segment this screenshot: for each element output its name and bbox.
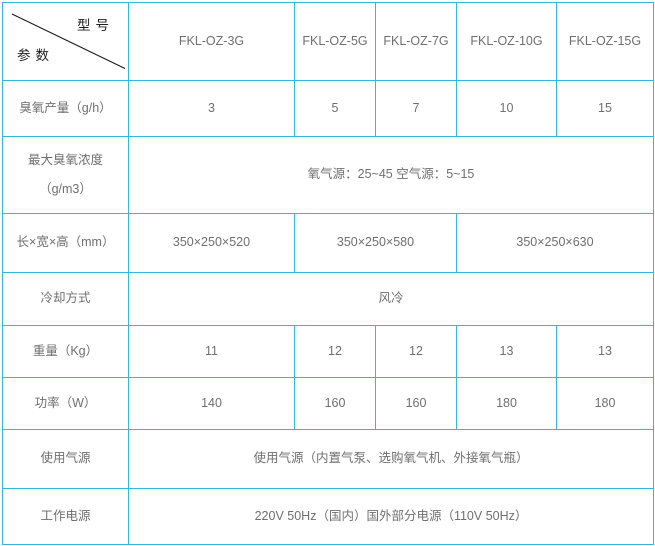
- table-row: 冷却方式 风冷: [2, 272, 654, 326]
- cell-power-supply-all: 220V 50Hz（国内）国外部分电源（110V 50Hz）: [128, 488, 654, 545]
- table-header-row: 型号 参数 FKL-OZ-3G FKL-OZ-5G FKL-OZ-7G FKL-…: [2, 2, 654, 81]
- cell-power-10g: 180: [456, 377, 557, 430]
- model-header-fkl-oz-7g: FKL-OZ-7G: [375, 2, 457, 81]
- table-row: 重量（Kg） 11 12 12 13 13: [2, 325, 654, 378]
- corner-parameter-label: 参数: [17, 48, 54, 64]
- model-header-fkl-oz-15g: FKL-OZ-15G: [556, 2, 654, 81]
- table-row: 使用气源 使用气源（内置气泵、选购氧气机、外接氧气瓶）: [2, 429, 654, 489]
- model-header-fkl-oz-5g: FKL-OZ-5G: [294, 2, 376, 81]
- cell-cooling-method-all: 风冷: [128, 272, 654, 326]
- corner-header-cell: 型号 参数: [2, 2, 129, 81]
- table-row: 长×宽×高（mm） 350×250×520 350×250×580 350×25…: [2, 213, 654, 273]
- cell-dimensions-10g-15g: 350×250×630: [456, 213, 654, 273]
- row-label-ozone-output: 臭氧产量（g/h）: [2, 80, 129, 137]
- row-label-power-supply: 工作电源: [2, 488, 129, 545]
- row-label-max-concentration: 最大臭氧浓度 （g/m3）: [2, 136, 129, 214]
- model-header-fkl-oz-10g: FKL-OZ-10G: [456, 2, 557, 81]
- cell-max-concentration-all: 氧气源：25~45 空气源：5~15: [128, 136, 654, 214]
- cell-weight-3g: 11: [128, 325, 295, 378]
- row-label-weight: 重量（Kg）: [2, 325, 129, 378]
- row-label-gas-source: 使用气源: [2, 429, 129, 489]
- corner-model-label: 型号: [77, 18, 114, 33]
- cell-weight-15g: 13: [556, 325, 654, 378]
- cell-dimensions-3g: 350×250×520: [128, 213, 295, 273]
- cell-gas-source-all: 使用气源（内置气泵、选购氧气机、外接氧气瓶）: [128, 429, 654, 489]
- cell-ozone-output-5g: 5: [294, 80, 376, 137]
- row-label-line1: 最大臭氧浓度: [27, 153, 103, 168]
- table-row: 功率（W） 140 160 160 180 180: [2, 377, 654, 430]
- row-label-dimensions: 长×宽×高（mm）: [2, 213, 129, 273]
- table-row: 臭氧产量（g/h） 3 5 7 10 15: [2, 80, 654, 137]
- cell-power-15g: 180: [556, 377, 654, 430]
- table-row: 最大臭氧浓度 （g/m3） 氧气源：25~45 空气源：5~15: [2, 136, 654, 214]
- cell-ozone-output-15g: 15: [556, 80, 654, 137]
- cell-ozone-output-7g: 7: [375, 80, 457, 137]
- diagonal-divider-icon: [11, 13, 125, 70]
- row-label-power: 功率（W）: [2, 377, 129, 430]
- corner-inner: 型号 参数: [6, 7, 125, 76]
- cell-power-5g: 160: [294, 377, 376, 430]
- row-label-line2: （g/m3）: [39, 181, 92, 196]
- model-header-fkl-oz-3g: FKL-OZ-3G: [128, 2, 295, 81]
- cell-ozone-output-3g: 3: [128, 80, 295, 137]
- cell-weight-10g: 13: [456, 325, 557, 378]
- cell-ozone-output-10g: 10: [456, 80, 557, 137]
- cell-power-7g: 160: [375, 377, 457, 430]
- cell-weight-7g: 12: [375, 325, 457, 378]
- cell-power-3g: 140: [128, 377, 295, 430]
- cell-weight-5g: 12: [294, 325, 376, 378]
- cell-dimensions-5g-7g: 350×250×580: [294, 213, 457, 273]
- row-label-cooling-method: 冷却方式: [2, 272, 129, 326]
- table-row: 工作电源 220V 50Hz（国内）国外部分电源（110V 50Hz）: [2, 488, 654, 545]
